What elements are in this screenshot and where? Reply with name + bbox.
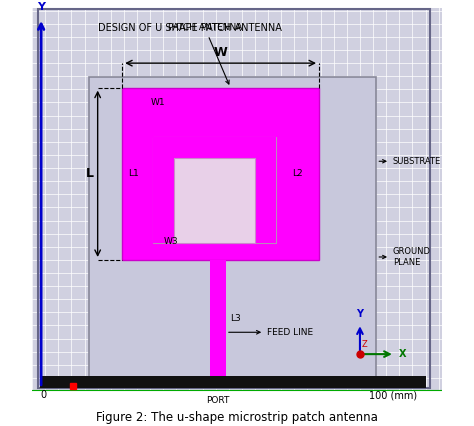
Text: Figure 2: The u-shape microstrip patch antenna: Figure 2: The u-shape microstrip patch a… (96, 412, 378, 424)
Text: W1: W1 (151, 98, 165, 107)
Text: W3: W3 (163, 236, 178, 245)
Text: SUBSTRATE: SUBSTRATE (379, 157, 441, 166)
Text: L3: L3 (230, 314, 241, 323)
Text: Z: Z (362, 340, 368, 349)
Text: PORT: PORT (207, 396, 230, 405)
Text: X: X (399, 349, 406, 359)
Bar (210, 260, 226, 377)
Text: PATCH ANTENNA: PATCH ANTENNA (168, 23, 242, 84)
Bar (153, 137, 276, 244)
Text: Y: Y (37, 2, 45, 12)
Text: FEED LINE: FEED LINE (229, 328, 313, 337)
Bar (153, 137, 174, 244)
Text: L2: L2 (292, 169, 303, 178)
Text: DESIGN OF U SHAPE PATCH ANTENNA: DESIGN OF U SHAPE PATCH ANTENNA (98, 23, 282, 33)
Bar (40, 376, 426, 388)
Text: 0: 0 (40, 390, 46, 400)
Text: GROUND
PLANE: GROUND PLANE (379, 247, 431, 267)
Text: L: L (86, 167, 93, 180)
Bar (255, 137, 276, 244)
Text: L1: L1 (128, 169, 139, 178)
Bar (90, 78, 376, 377)
Bar (153, 137, 276, 158)
Text: Y: Y (356, 309, 364, 319)
Bar (122, 88, 319, 260)
Text: W: W (214, 46, 228, 59)
Text: 100 (mm): 100 (mm) (369, 390, 417, 400)
Bar (174, 158, 255, 244)
